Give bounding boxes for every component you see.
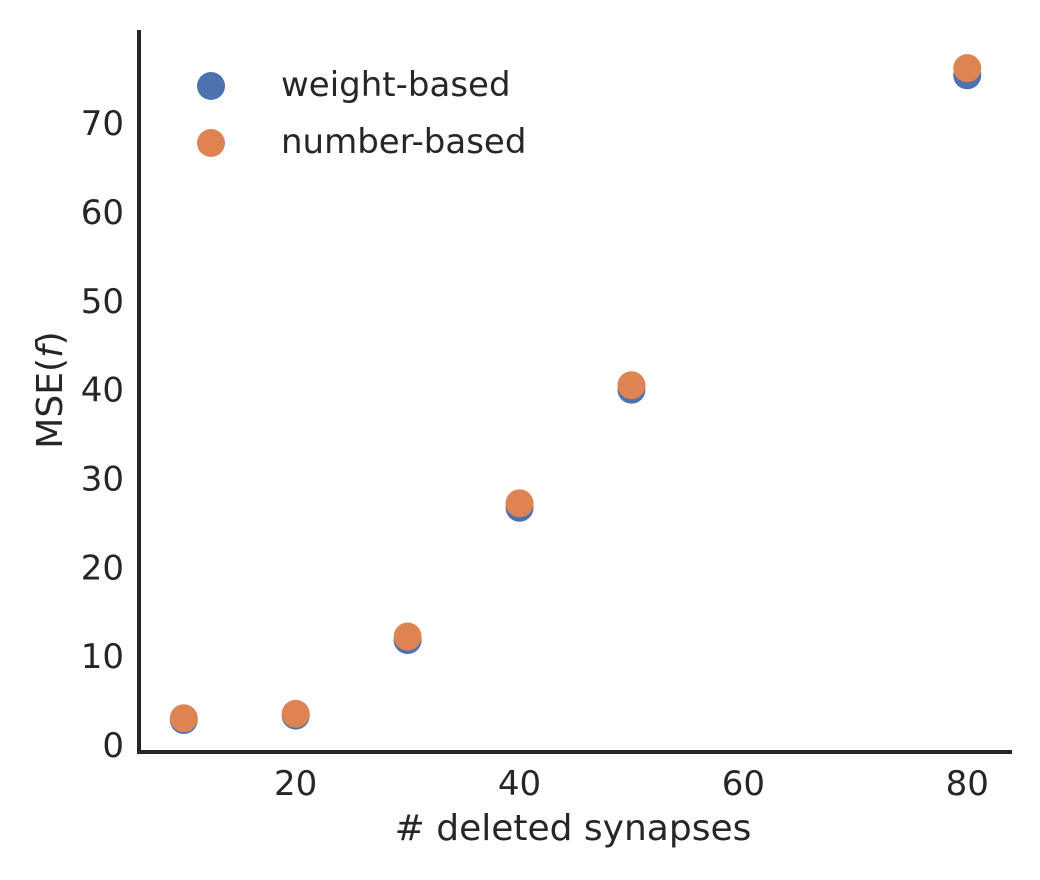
x-axis-label: # deleted synapses — [395, 808, 752, 849]
data-point-number-based — [505, 489, 534, 518]
data-point-number-based — [953, 54, 982, 83]
x-tick-label: 40 — [498, 764, 541, 804]
y-tick-label: 40 — [81, 371, 124, 411]
y-tick-label: 0 — [102, 726, 124, 766]
legend-marker-number-based — [197, 129, 225, 157]
y-tick-label: 60 — [81, 193, 124, 233]
y-axis-label: MSE(f) — [30, 331, 71, 448]
x-tick-label: 80 — [946, 764, 989, 804]
x-tick-label: 60 — [722, 764, 765, 804]
x-tick-label: 20 — [274, 764, 317, 804]
data-point-number-based — [281, 699, 310, 728]
legend-marker-weight-based — [197, 72, 225, 100]
y-tick-label: 10 — [81, 637, 124, 677]
series-weight-based — [169, 61, 982, 735]
y-ticks: 0 10 20 30 40 50 60 70 — [81, 104, 124, 766]
legend-label-number-based: number-based — [281, 122, 526, 162]
points-layer — [169, 54, 982, 735]
series-number-based — [169, 54, 982, 733]
y-tick-label: 50 — [81, 282, 124, 322]
data-point-number-based — [617, 371, 646, 400]
legend-label-weight-based: weight-based — [281, 65, 511, 105]
y-tick-label: 20 — [81, 548, 124, 588]
y-axis-label-main: MSE( — [30, 358, 71, 449]
x-ticks: 20 40 60 80 — [274, 764, 989, 804]
data-point-number-based — [393, 622, 422, 651]
y-tick-label: 30 — [81, 459, 124, 499]
legend: weight-based number-based — [197, 65, 526, 162]
data-point-number-based — [169, 704, 198, 733]
y-axis-label-close: ) — [30, 331, 71, 345]
y-tick-label: 70 — [81, 104, 124, 144]
